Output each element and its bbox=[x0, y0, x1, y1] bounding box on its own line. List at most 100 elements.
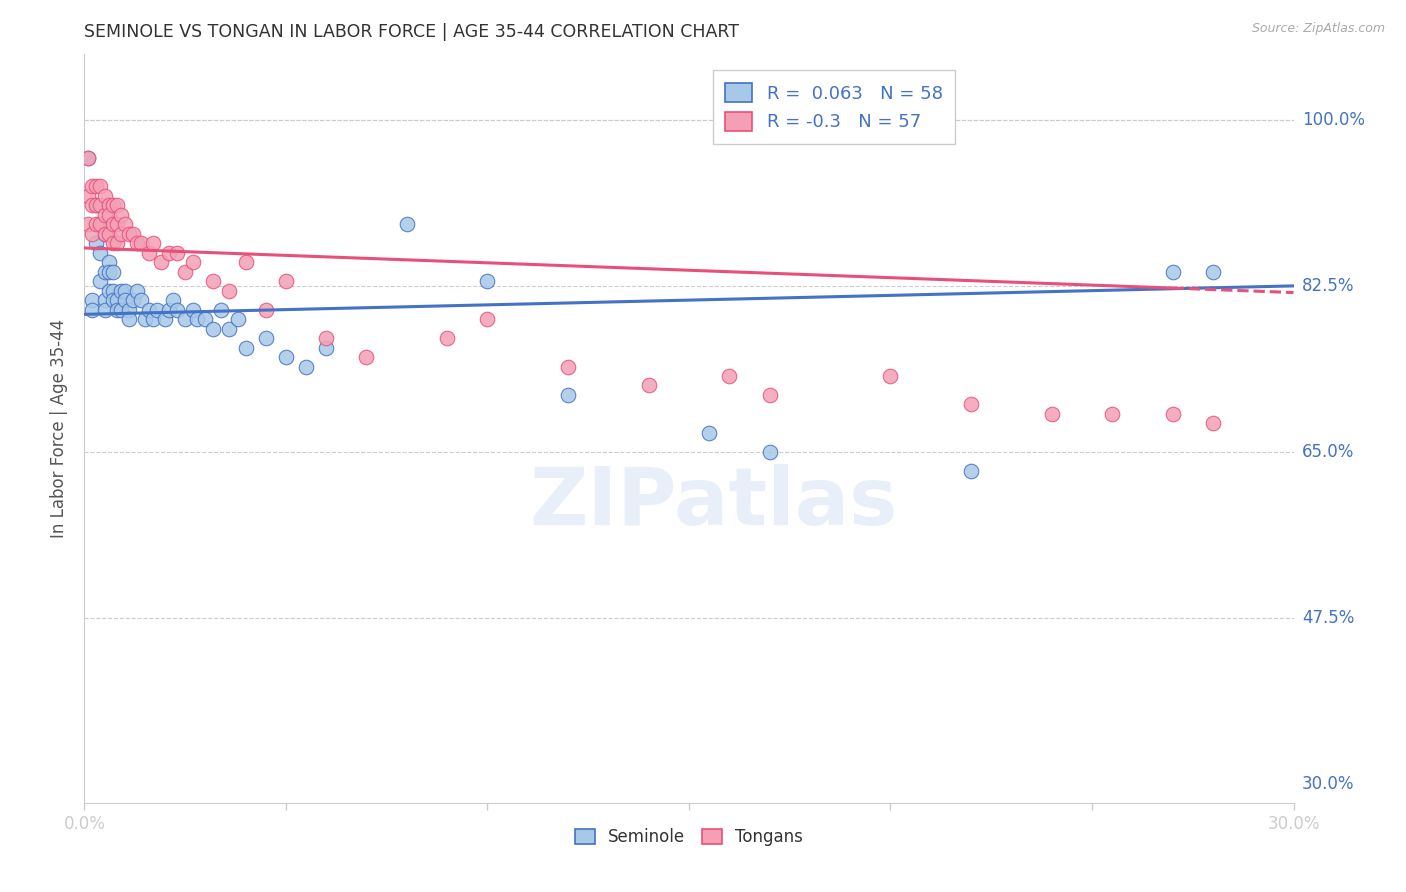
Point bbox=[97, 284, 120, 298]
Point bbox=[97, 208, 120, 222]
Point bbox=[356, 350, 378, 364]
Point bbox=[110, 302, 132, 317]
Point bbox=[235, 341, 257, 355]
Point bbox=[97, 255, 120, 269]
Point bbox=[697, 425, 720, 440]
Point bbox=[477, 312, 499, 326]
Legend: R =  0.063   N = 58, R = -0.3   N = 57: R = 0.063 N = 58, R = -0.3 N = 57 bbox=[713, 70, 956, 145]
Point bbox=[235, 255, 257, 269]
Point bbox=[1161, 407, 1184, 421]
Point bbox=[1202, 417, 1225, 431]
Point bbox=[105, 198, 128, 212]
Point bbox=[77, 151, 100, 165]
Point bbox=[125, 236, 148, 251]
Point bbox=[114, 284, 136, 298]
Point bbox=[118, 312, 141, 326]
Point bbox=[121, 227, 143, 241]
Y-axis label: In Labor Force | Age 35-44: In Labor Force | Age 35-44 bbox=[51, 318, 69, 538]
Point bbox=[162, 293, 184, 307]
Point bbox=[105, 217, 128, 231]
Point bbox=[110, 208, 132, 222]
Point bbox=[89, 245, 111, 260]
Point bbox=[960, 464, 983, 478]
Point bbox=[138, 302, 160, 317]
Point bbox=[114, 293, 136, 307]
Point bbox=[129, 236, 152, 251]
Point bbox=[101, 198, 124, 212]
Point bbox=[142, 312, 165, 326]
Point bbox=[89, 274, 111, 288]
Point bbox=[274, 274, 297, 288]
Point bbox=[129, 293, 152, 307]
Point bbox=[110, 227, 132, 241]
Point bbox=[101, 236, 124, 251]
Point bbox=[114, 217, 136, 231]
Point bbox=[93, 302, 115, 317]
Point bbox=[77, 188, 100, 202]
Point bbox=[181, 255, 204, 269]
Point bbox=[93, 227, 115, 241]
Text: 30.0%: 30.0% bbox=[1302, 775, 1354, 793]
Point bbox=[1101, 407, 1123, 421]
Point bbox=[174, 265, 197, 279]
Point bbox=[1040, 407, 1063, 421]
Point bbox=[157, 245, 180, 260]
Point bbox=[86, 179, 108, 194]
Point bbox=[105, 293, 128, 307]
Point bbox=[186, 312, 208, 326]
Point bbox=[758, 445, 780, 459]
Point bbox=[118, 302, 141, 317]
Point bbox=[77, 217, 100, 231]
Point bbox=[82, 302, 104, 317]
Point bbox=[101, 217, 124, 231]
Point bbox=[86, 198, 108, 212]
Point bbox=[149, 255, 172, 269]
Point bbox=[274, 350, 297, 364]
Point bbox=[879, 369, 901, 384]
Point bbox=[101, 265, 124, 279]
Point bbox=[89, 179, 111, 194]
Point bbox=[166, 302, 188, 317]
Point bbox=[97, 227, 120, 241]
Point bbox=[138, 245, 160, 260]
Point bbox=[202, 321, 225, 335]
Point bbox=[202, 274, 225, 288]
Text: Source: ZipAtlas.com: Source: ZipAtlas.com bbox=[1251, 22, 1385, 36]
Point bbox=[153, 312, 176, 326]
Text: ZIPatlas: ZIPatlas bbox=[529, 464, 897, 542]
Text: 47.5%: 47.5% bbox=[1302, 609, 1354, 627]
Text: SEMINOLE VS TONGAN IN LABOR FORCE | AGE 35-44 CORRELATION CHART: SEMINOLE VS TONGAN IN LABOR FORCE | AGE … bbox=[84, 23, 740, 41]
Point bbox=[157, 302, 180, 317]
Point bbox=[97, 198, 120, 212]
Point bbox=[315, 331, 337, 345]
Point bbox=[101, 284, 124, 298]
Point bbox=[93, 188, 115, 202]
Point bbox=[395, 217, 418, 231]
Point bbox=[110, 284, 132, 298]
Point bbox=[254, 302, 277, 317]
Point bbox=[218, 321, 240, 335]
Point bbox=[86, 236, 108, 251]
Point bbox=[82, 227, 104, 241]
Point bbox=[1202, 265, 1225, 279]
Point bbox=[174, 312, 197, 326]
Text: 65.0%: 65.0% bbox=[1302, 442, 1354, 461]
Point bbox=[226, 312, 249, 326]
Point bbox=[166, 245, 188, 260]
Point bbox=[194, 312, 217, 326]
Point bbox=[89, 198, 111, 212]
Point bbox=[254, 331, 277, 345]
Point bbox=[557, 388, 579, 402]
Point bbox=[105, 302, 128, 317]
Point bbox=[121, 293, 143, 307]
Point bbox=[637, 378, 659, 392]
Point bbox=[93, 293, 115, 307]
Point bbox=[86, 198, 108, 212]
Point bbox=[82, 293, 104, 307]
Text: 82.5%: 82.5% bbox=[1302, 277, 1354, 295]
Point bbox=[142, 236, 165, 251]
Point bbox=[105, 236, 128, 251]
Point bbox=[718, 369, 741, 384]
Point bbox=[960, 397, 983, 411]
Point bbox=[181, 302, 204, 317]
